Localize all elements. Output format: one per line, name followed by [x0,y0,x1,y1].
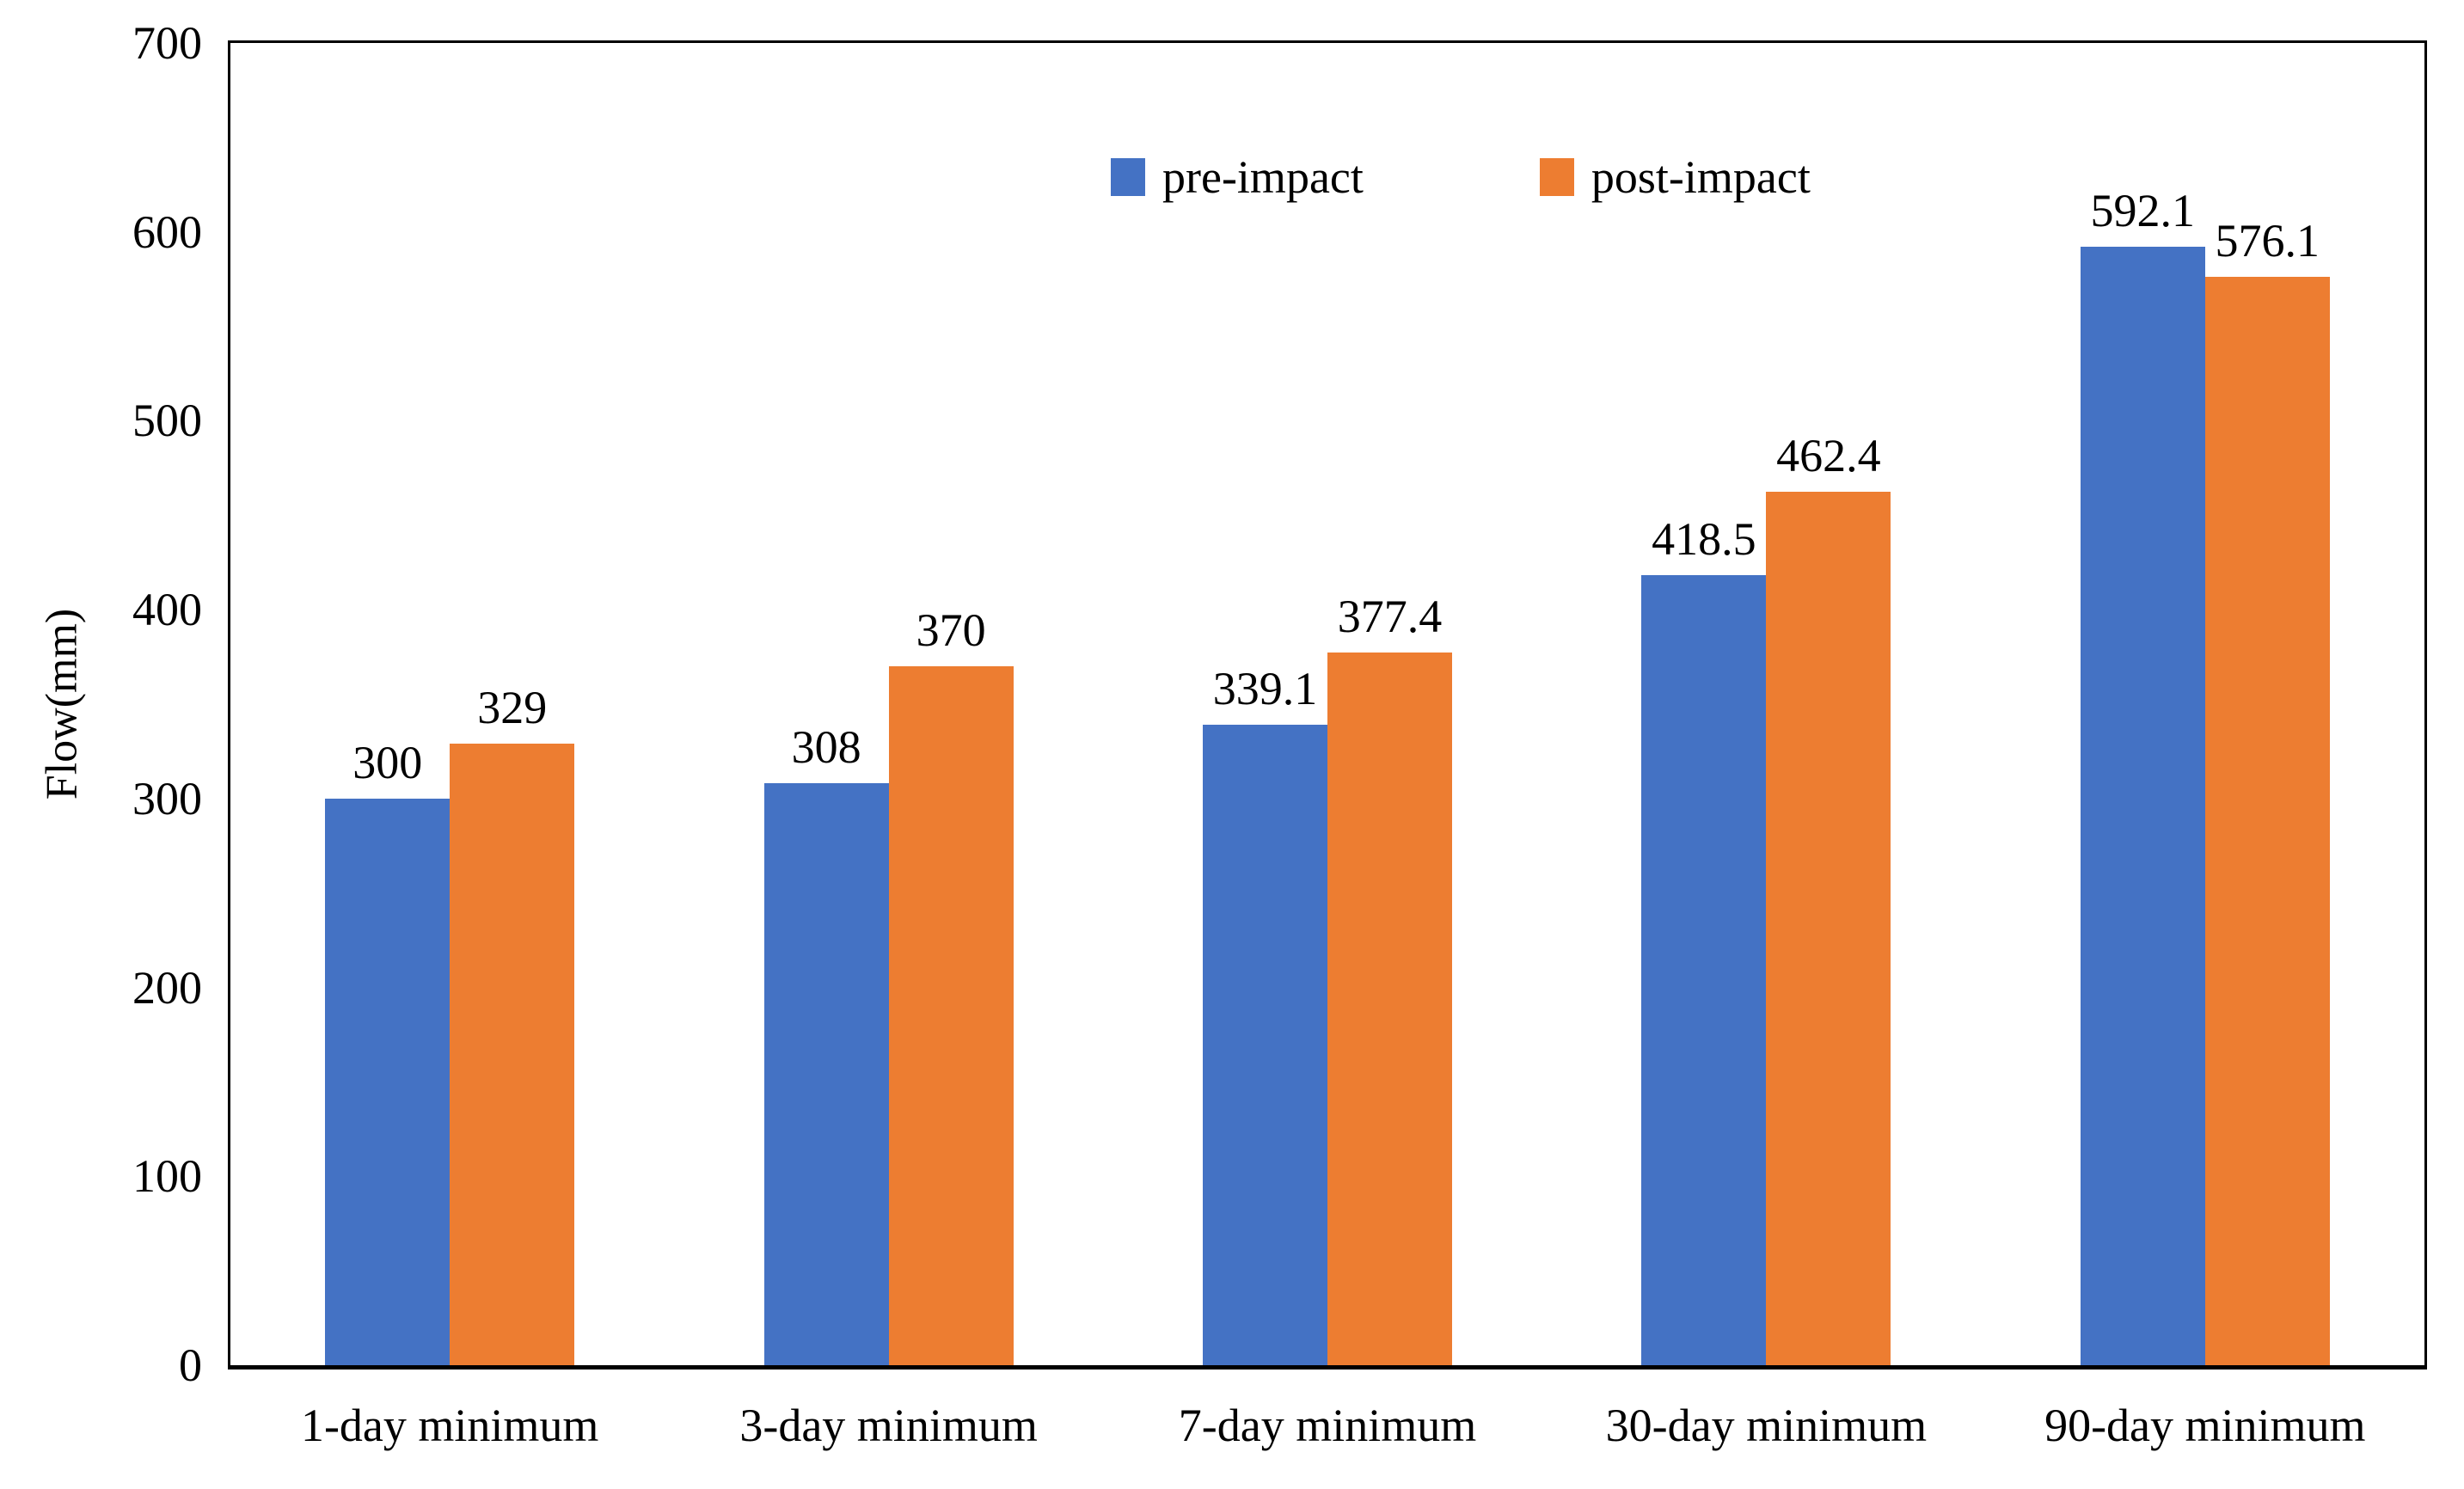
bar-post-impact [1766,492,1891,1365]
bar-value-label: 462.4 [1776,430,1881,482]
plot-area: 300 329 308 370 339.1 377.4 418.5 462.4 592.1 576… [228,40,2427,1370]
y-tick-label: 100 [132,1150,202,1203]
bar-value-label: 300 [352,736,423,788]
bar-value-label: 592.1 [2090,185,2196,237]
bar-value-label: 418.5 [1652,512,1756,565]
x-axis-category-label: 90-day minimum [2044,1400,2366,1451]
y-tick-label: 600 [132,205,202,258]
bar-pre-impact [763,783,889,1365]
x-axis-category-label: 30-day minimum [1605,1400,1928,1451]
bar-pre-impact [2080,247,2205,1365]
y-tick-label: 500 [132,395,202,447]
bar-value-label: 370 [916,604,986,657]
bar-post-impact [888,666,1014,1365]
y-tick-label: 700 [132,17,202,69]
legend-swatch-icon [1539,158,1574,196]
y-tick-label: 200 [132,961,202,1014]
bar-value-label: 339.1 [1212,662,1318,714]
bar-post-impact [450,744,575,1365]
y-axis-title: Flow(mm) [37,608,87,800]
bar-value-label: 576.1 [2215,215,2320,267]
legend-label: pre-impact [1162,151,1364,203]
bar-value-label: 329 [477,682,548,734]
bar-post-impact [1327,652,1452,1365]
bar-pre-impact [1203,724,1327,1365]
legend-swatch-icon [1111,158,1145,196]
legend-item-post-impact: post-impact [1539,151,1811,203]
bar-pre-impact [1641,574,1767,1365]
bar-value-label: 308 [791,721,861,774]
y-tick-label: 0 [179,1339,202,1391]
y-tick-label: 300 [132,772,202,824]
y-tick-label: 400 [132,584,202,636]
legend-label: post-impact [1591,151,1811,203]
legend-item-pre-impact: pre-impact [1111,153,1364,201]
bar-pre-impact [325,798,451,1365]
x-axis-category-label: 7-day minimum [1178,1400,1477,1451]
bar-post-impact [2204,277,2330,1365]
x-axis-category-label: 3-day minimum [739,1400,1038,1451]
legend: pre-impact post-impact [1111,153,1811,201]
bar-value-label: 377.4 [1337,590,1443,642]
x-axis-category-label: 1-day minimum [300,1400,599,1451]
